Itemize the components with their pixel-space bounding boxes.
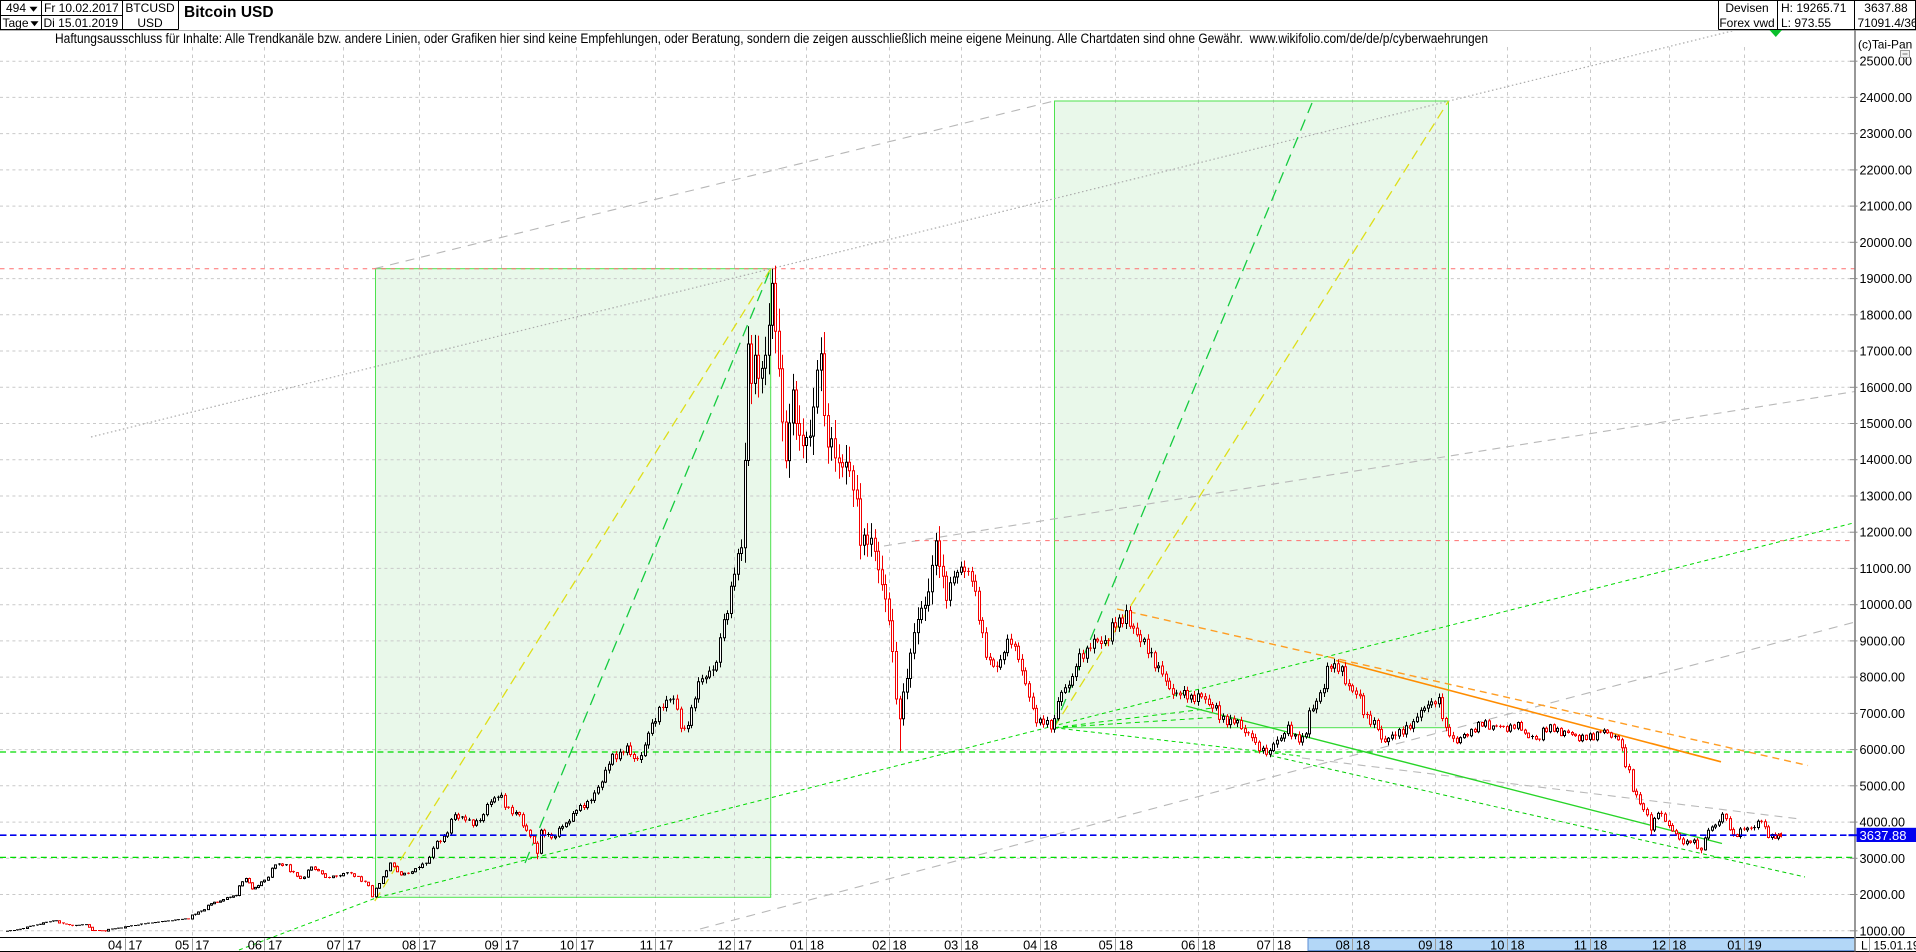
svg-text:17: 17 <box>422 938 436 952</box>
svg-text:(c)Tai-Pan: (c)Tai-Pan <box>1858 38 1912 52</box>
svg-text:16000.00: 16000.00 <box>1860 381 1913 395</box>
svg-text:Haftungsausschluss für Inhalte: Haftungsausschluss für Inhalte: Alle Tre… <box>55 31 1488 46</box>
svg-text:13000.00: 13000.00 <box>1860 490 1913 504</box>
svg-text:494: 494 <box>6 1 26 15</box>
svg-text:01: 01 <box>1727 938 1741 952</box>
svg-text:03: 03 <box>944 938 958 952</box>
svg-text:L: 973.55: L: 973.55 <box>1781 16 1831 30</box>
svg-text:23000.00: 23000.00 <box>1860 127 1913 141</box>
svg-text:07: 07 <box>327 938 341 952</box>
svg-text:18: 18 <box>964 938 978 952</box>
svg-text:17: 17 <box>268 938 282 952</box>
svg-text:10: 10 <box>1490 938 1504 952</box>
svg-text:2000.00: 2000.00 <box>1860 888 1906 902</box>
svg-text:12: 12 <box>718 938 732 952</box>
svg-text:11000.00: 11000.00 <box>1860 562 1912 576</box>
svg-text:9000.00: 9000.00 <box>1860 634 1906 648</box>
svg-text:5000.00: 5000.00 <box>1860 779 1906 793</box>
svg-text:17000.00: 17000.00 <box>1860 345 1913 359</box>
svg-text:Bitcoin USD: Bitcoin USD <box>184 4 274 21</box>
svg-text:15000.00: 15000.00 <box>1860 417 1913 431</box>
svg-text:18: 18 <box>892 938 906 952</box>
svg-text:USD: USD <box>137 16 163 30</box>
svg-text:05: 05 <box>175 938 189 952</box>
svg-text:18: 18 <box>1043 938 1057 952</box>
svg-text:18: 18 <box>1119 938 1133 952</box>
svg-text:05: 05 <box>1099 938 1113 952</box>
svg-text:6000.00: 6000.00 <box>1860 743 1906 757</box>
svg-text:3637.88: 3637.88 <box>1864 1 1908 15</box>
svg-text:08: 08 <box>1336 938 1350 952</box>
svg-text:17: 17 <box>505 938 519 952</box>
svg-text:24000.00: 24000.00 <box>1860 91 1913 105</box>
svg-text:17: 17 <box>659 938 673 952</box>
svg-text:07: 07 <box>1257 938 1271 952</box>
svg-text:17: 17 <box>128 938 142 952</box>
svg-text:12000.00: 12000.00 <box>1860 526 1913 540</box>
svg-text:Forex vwd: Forex vwd <box>1719 16 1774 30</box>
svg-text:8000.00: 8000.00 <box>1860 671 1906 685</box>
svg-text:08: 08 <box>402 938 416 952</box>
svg-text:11: 11 <box>1574 938 1587 952</box>
svg-text:09: 09 <box>485 938 499 952</box>
svg-text:21000.00: 21000.00 <box>1860 200 1913 214</box>
svg-text:06: 06 <box>248 938 262 952</box>
svg-text:20000.00: 20000.00 <box>1860 236 1913 250</box>
svg-text:17: 17 <box>738 938 752 952</box>
svg-text:18: 18 <box>1277 938 1291 952</box>
svg-text:3637.88: 3637.88 <box>1860 828 1907 843</box>
svg-text:11: 11 <box>640 938 653 952</box>
svg-text:22000.00: 22000.00 <box>1860 163 1913 177</box>
svg-text:12: 12 <box>1652 938 1666 952</box>
svg-text:17: 17 <box>580 938 594 952</box>
svg-text:4000.00: 4000.00 <box>1860 816 1906 830</box>
svg-text:02: 02 <box>872 938 886 952</box>
svg-text:Fr 10.02.2017: Fr 10.02.2017 <box>44 1 119 15</box>
svg-text:15.01.19: 15.01.19 <box>1874 938 1916 952</box>
svg-text:17: 17 <box>347 938 361 952</box>
svg-text:1000.00: 1000.00 <box>1860 924 1906 938</box>
svg-text:18: 18 <box>1593 938 1607 952</box>
svg-text:10: 10 <box>560 938 574 952</box>
svg-text:BTCUSD: BTCUSD <box>125 1 175 15</box>
svg-text:01: 01 <box>790 938 804 952</box>
svg-text:18: 18 <box>810 938 824 952</box>
svg-text:04: 04 <box>108 938 122 952</box>
svg-text:18: 18 <box>1439 938 1453 952</box>
svg-text:18: 18 <box>1201 938 1215 952</box>
svg-text:L: L <box>1861 938 1868 952</box>
svg-text:18000.00: 18000.00 <box>1860 308 1913 322</box>
svg-text:71091.4/36: 71091.4/36 <box>1858 16 1916 30</box>
svg-text:04: 04 <box>1023 938 1037 952</box>
svg-text:Tage: Tage <box>3 16 29 30</box>
svg-text:06: 06 <box>1181 938 1195 952</box>
svg-text:19000.00: 19000.00 <box>1860 272 1913 286</box>
svg-text:17: 17 <box>195 938 209 952</box>
svg-text:18: 18 <box>1672 938 1686 952</box>
svg-text:19: 19 <box>1748 938 1762 952</box>
svg-text:7000.00: 7000.00 <box>1860 707 1906 721</box>
svg-text:18: 18 <box>1510 938 1524 952</box>
svg-text:14000.00: 14000.00 <box>1860 453 1913 467</box>
svg-text:10000.00: 10000.00 <box>1860 598 1913 612</box>
svg-text:3000.00: 3000.00 <box>1860 852 1906 866</box>
svg-text:Devisen: Devisen <box>1725 1 1768 15</box>
svg-text:18: 18 <box>1356 938 1370 952</box>
svg-text:25000.00: 25000.00 <box>1860 55 1913 69</box>
svg-text:Di 15.01.2019: Di 15.01.2019 <box>44 16 119 30</box>
svg-text:09: 09 <box>1418 938 1432 952</box>
svg-text:H: 19265.71: H: 19265.71 <box>1781 1 1847 15</box>
